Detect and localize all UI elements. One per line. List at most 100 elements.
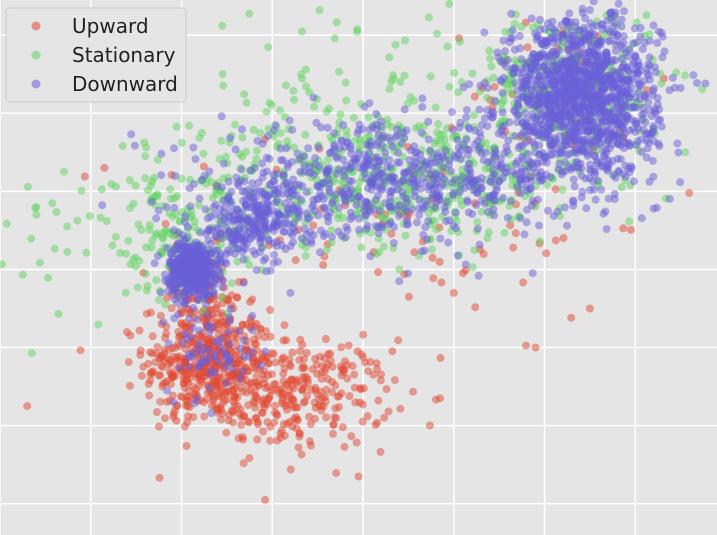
point-stationary — [332, 18, 341, 27]
point-downward — [612, 94, 621, 103]
point-downward — [227, 208, 236, 216]
point-downward — [262, 167, 271, 176]
point-downward — [464, 123, 473, 132]
point-upward — [279, 353, 288, 362]
point-stationary — [32, 210, 41, 219]
point-stationary — [327, 238, 336, 247]
point-downward — [510, 45, 519, 54]
point-downward — [542, 158, 551, 167]
point-stationary — [73, 216, 82, 225]
point-upward — [685, 189, 694, 197]
point-downward — [418, 103, 427, 111]
point-downward — [599, 133, 608, 142]
point-downward — [649, 172, 658, 181]
point-stationary — [27, 349, 36, 358]
point-downward — [516, 214, 525, 223]
point-upward — [551, 185, 560, 194]
point-downward — [241, 232, 250, 241]
point-downward — [312, 118, 321, 127]
point-downward — [256, 187, 265, 196]
point-upward — [161, 379, 170, 387]
point-downward — [225, 229, 234, 238]
point-upward — [358, 400, 367, 409]
point-downward — [491, 149, 500, 157]
point-stationary — [436, 130, 445, 139]
point-downward — [601, 153, 609, 162]
point-upward — [288, 348, 297, 357]
point-upward — [188, 342, 197, 350]
point-upward — [250, 391, 259, 400]
point-stationary — [301, 251, 310, 260]
point-stationary — [262, 107, 271, 116]
point-stationary — [681, 148, 690, 157]
point-upward — [203, 335, 212, 344]
point-downward — [572, 123, 581, 132]
point-upward — [239, 459, 248, 468]
point-upward — [490, 82, 499, 91]
point-downward — [641, 90, 650, 99]
point-downward — [180, 289, 189, 298]
point-upward — [299, 355, 308, 363]
point-downward — [502, 143, 511, 151]
point-downward — [330, 129, 339, 138]
point-downward — [602, 139, 611, 148]
point-stationary — [681, 71, 690, 80]
point-upward — [260, 375, 268, 384]
point-downward — [526, 184, 535, 193]
point-upward — [153, 343, 162, 351]
point-upward — [286, 362, 295, 371]
point-downward — [339, 121, 348, 129]
point-stationary — [152, 276, 161, 285]
point-stationary — [426, 72, 435, 81]
point-stationary — [54, 310, 63, 318]
point-downward — [645, 61, 654, 70]
point-downward — [274, 257, 282, 266]
point-downward — [366, 252, 375, 261]
point-downward — [527, 14, 536, 23]
point-downward — [324, 167, 333, 176]
point-upward — [228, 385, 237, 394]
point-downward — [629, 57, 638, 66]
point-upward — [246, 297, 255, 306]
point-downward — [424, 135, 433, 144]
point-upward — [404, 292, 413, 301]
point-downward — [515, 32, 524, 40]
point-downward — [375, 206, 384, 215]
point-downward — [353, 192, 362, 201]
point-downward — [475, 143, 484, 152]
point-stationary — [177, 174, 186, 183]
point-downward — [578, 187, 587, 196]
point-downward — [426, 146, 435, 155]
point-upward — [297, 450, 306, 459]
point-downward — [558, 31, 567, 40]
point-downward — [657, 122, 666, 131]
point-stationary — [324, 155, 332, 164]
point-upward — [470, 92, 479, 101]
point-downward — [286, 288, 295, 297]
point-downward — [341, 233, 350, 242]
point-downward — [658, 32, 667, 41]
point-stationary — [227, 279, 236, 288]
point-upward — [388, 347, 397, 356]
point-downward — [419, 203, 428, 212]
point-downward — [568, 43, 577, 52]
point-upward — [337, 389, 346, 398]
point-downward — [249, 194, 258, 202]
point-upward — [409, 387, 417, 396]
point-stationary — [406, 93, 415, 102]
point-stationary — [486, 54, 495, 63]
point-downward — [185, 314, 194, 323]
point-upward — [338, 423, 347, 432]
point-stationary — [536, 237, 545, 246]
point-downward — [645, 53, 654, 62]
point-stationary — [238, 152, 247, 161]
point-downward — [162, 244, 171, 253]
point-downward — [447, 178, 456, 187]
point-downward — [378, 223, 387, 232]
point-stationary — [282, 81, 290, 90]
point-downward — [197, 263, 206, 271]
point-downward — [263, 198, 272, 207]
point-stationary — [315, 6, 324, 15]
point-downward — [362, 210, 371, 219]
point-upward — [282, 336, 291, 345]
